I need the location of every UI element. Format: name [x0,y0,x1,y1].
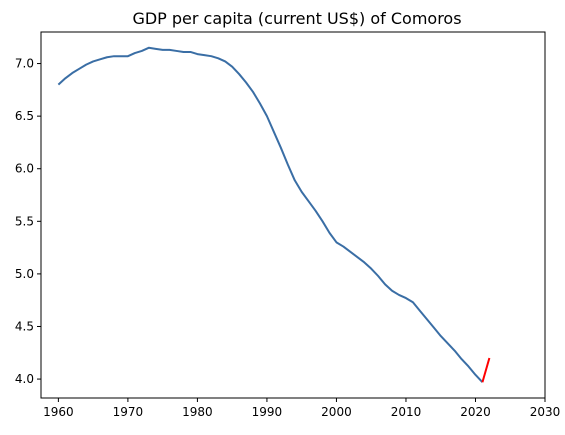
chart-title: GDP per capita (current US$) of Comoros [132,9,461,28]
x-tick-label: 2030 [530,405,561,419]
x-axis-ticks: 1960 1970 1980 1990 2000 2010 2020 2030 [43,398,560,419]
x-tick-label: 1990 [252,405,283,419]
x-tick-label: 1970 [113,405,144,419]
x-tick-label: 2000 [321,405,352,419]
y-tick-label: 4.5 [15,319,34,333]
x-tick-label: 1980 [182,405,213,419]
y-tick-label: 5.5 [15,214,34,228]
x-tick-label: 2020 [460,405,491,419]
x-tick-label: 2010 [391,405,422,419]
gdp-series-line [57,46,484,383]
y-tick-label: 7.0 [15,57,34,71]
y-tick-label: 5.0 [15,267,34,281]
plot-frame [40,31,546,399]
series-layer [57,46,491,383]
y-tick-label: 6.5 [15,109,34,123]
y-tick-label: 6.0 [15,162,34,176]
projection-series-line [481,357,491,383]
y-tick-label: 4.0 [15,372,34,386]
x-tick-label: 1960 [43,405,74,419]
y-axis-ticks: 4.0 4.5 5.0 5.5 6.0 6.5 7.0 [15,57,41,386]
